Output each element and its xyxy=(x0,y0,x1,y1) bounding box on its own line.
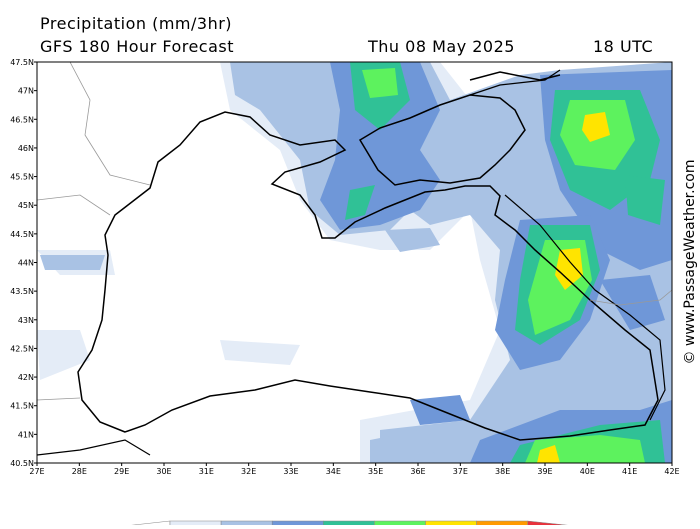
lon-label: 30E xyxy=(156,467,171,476)
lat-label: 45.5N xyxy=(10,173,34,182)
lon-label: 34E xyxy=(326,467,341,476)
time: 18 UTC xyxy=(593,37,653,56)
lat-label: 41N xyxy=(18,430,34,439)
lat-label: 44.5N xyxy=(10,230,34,239)
colorbar-cell xyxy=(271,520,324,529)
borders xyxy=(37,69,666,456)
lat-label: 43N xyxy=(18,316,34,325)
colorbar-cell xyxy=(425,520,477,529)
lat-label: 43.5N xyxy=(10,287,34,296)
lon-label: 38E xyxy=(495,467,510,476)
map-ticks: 47.5N 47N 46.5N 46N 45.5N 45N 44.5N 44N 43.5N 43N… xyxy=(10,58,679,476)
colorbar-cell xyxy=(220,520,273,529)
precip-5 xyxy=(537,112,610,463)
colorbar-cell xyxy=(374,520,426,529)
lon-label: 41E xyxy=(622,467,637,476)
lat-label: 47.5N xyxy=(10,58,34,67)
lat-label: 45N xyxy=(18,201,34,210)
lon-label: 32E xyxy=(241,467,256,476)
colorbar-cell xyxy=(476,520,528,529)
lat-label: 46.5N xyxy=(10,115,34,124)
lat-label: 42.5N xyxy=(10,344,34,353)
land-borders xyxy=(37,62,672,401)
lat-label: 46N xyxy=(18,144,34,153)
lon-label: 39E xyxy=(537,467,552,476)
lon-label: 37E xyxy=(453,467,468,476)
lat-label: 40.5N xyxy=(10,459,34,468)
title: Precipitation (mm/3hr) xyxy=(40,14,232,33)
lat-label: 44N xyxy=(18,259,34,268)
lat-label: 41.5N xyxy=(10,402,34,411)
coastline xyxy=(77,71,659,441)
lon-label: 29E xyxy=(114,467,129,476)
colorbar-cell xyxy=(169,520,222,529)
subtitle: GFS 180 Hour Forecast xyxy=(40,37,234,56)
lon-label: 33E xyxy=(283,467,298,476)
colorbar-cell xyxy=(119,520,171,529)
map: 47.5N 47N 46.5N 46N 45.5N 45N 44.5N 44N 43.5N 43N… xyxy=(10,58,679,476)
lon-label: 27E xyxy=(29,467,44,476)
lon-label: 40E xyxy=(580,467,595,476)
date: Thu 08 May 2025 xyxy=(367,37,515,56)
colorbar-cell xyxy=(323,520,375,529)
lon-label: 35E xyxy=(368,467,383,476)
lat-label: 47N xyxy=(18,87,34,96)
lon-label: 42E xyxy=(664,467,679,476)
copyright: © www.PassageWeather.com xyxy=(682,159,698,364)
lon-label: 28E xyxy=(72,467,87,476)
lat-label: 42N xyxy=(18,373,34,382)
colorbar-cell xyxy=(527,520,580,529)
lon-label: 36E xyxy=(410,467,425,476)
colorbar: 0.10.20.51251015 xyxy=(119,520,580,529)
lon-label: 31E xyxy=(199,467,214,476)
